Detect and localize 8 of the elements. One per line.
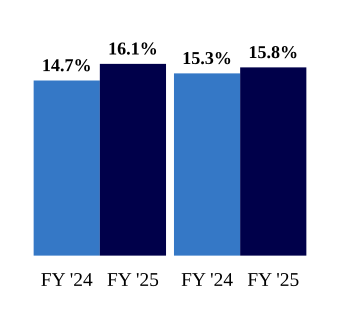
x-tick-label: FY '24 <box>182 273 233 286</box>
x-tick-label: FY '25 <box>248 273 298 286</box>
data-label: 14.7% <box>43 59 90 72</box>
x-tick-label: FY '24 <box>41 273 92 286</box>
data-label: 16.1% <box>110 42 156 55</box>
data-label: 15.3% <box>184 52 230 64</box>
data-label: 15.8% <box>250 46 296 58</box>
x-tick-label: FY '25 <box>108 273 158 286</box>
